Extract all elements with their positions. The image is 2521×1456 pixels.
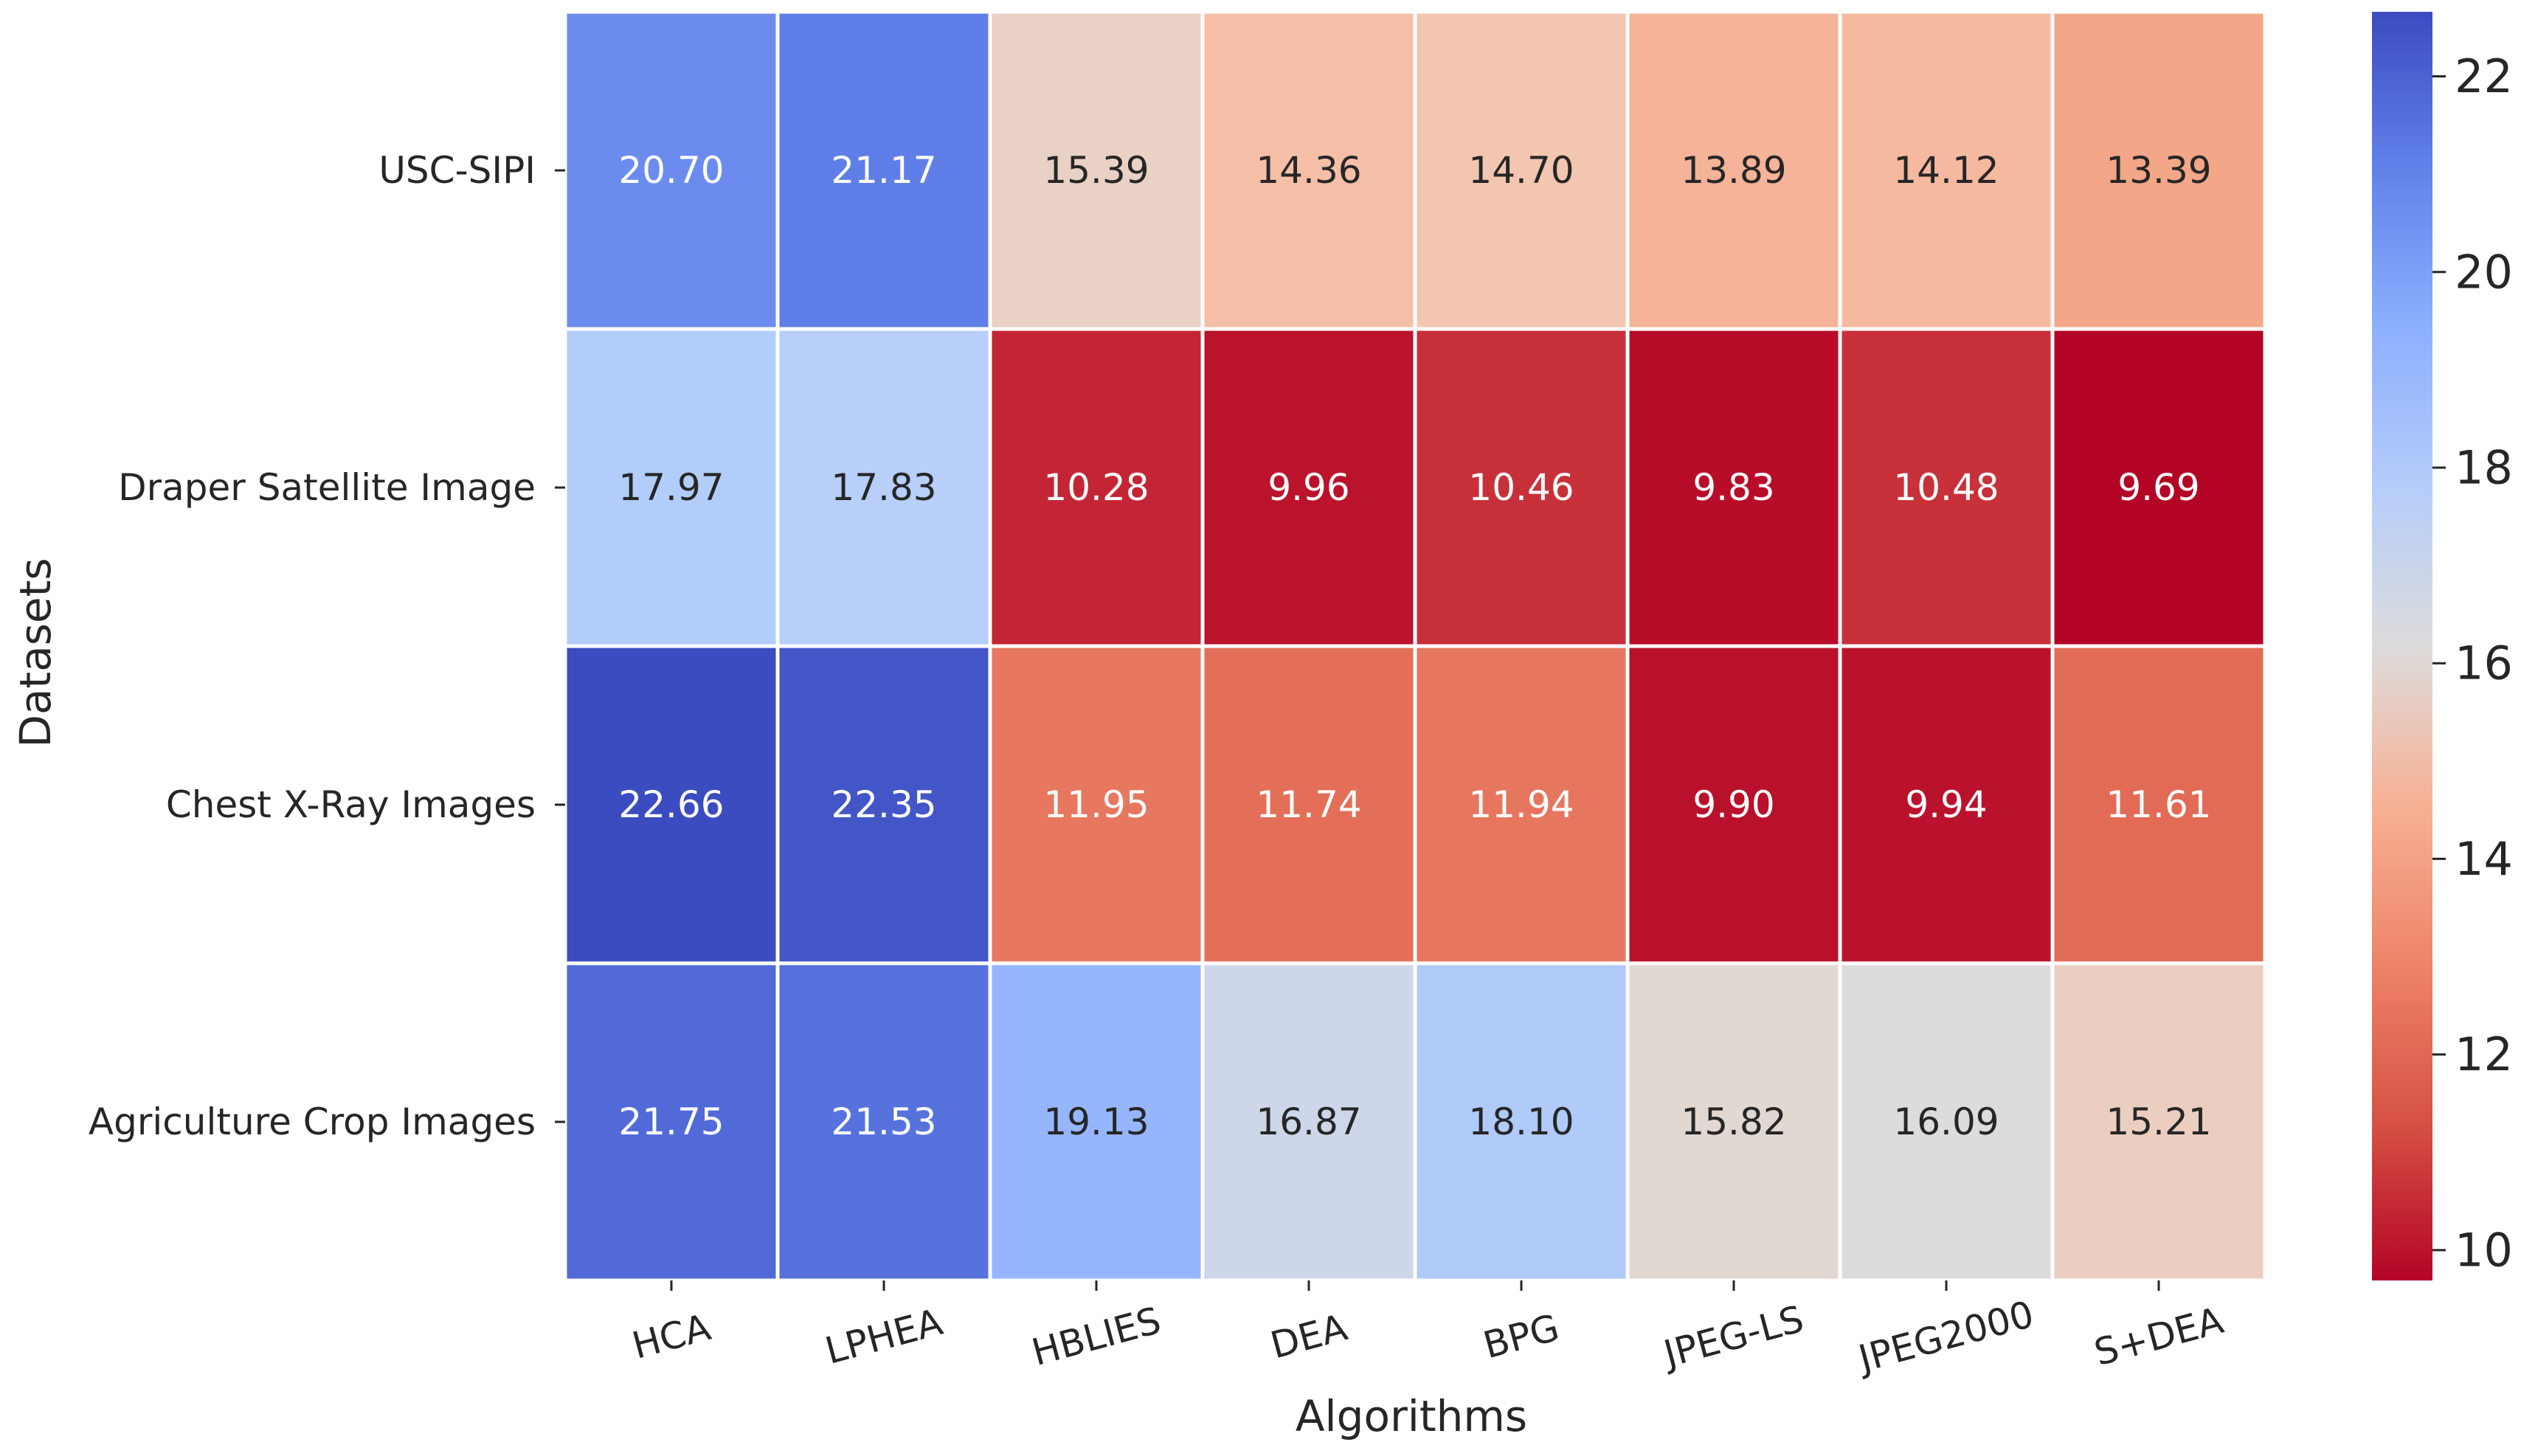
y-tick-label: Draper Satellite Image <box>118 466 536 509</box>
heatmap-cell-value: 17.97 <box>618 466 724 509</box>
heatmap-cell-value: 19.13 <box>1043 1100 1149 1143</box>
heatmap-cells <box>563 10 2267 1283</box>
x-tick-label: DEA <box>1266 1306 1352 1367</box>
heatmap-cell <box>775 10 992 331</box>
x-tick-label: S+DEA <box>2090 1299 2228 1374</box>
heatmap-cell-value: 10.46 <box>1468 466 1574 509</box>
heatmap-cell <box>1200 10 1417 331</box>
colorbar-tick-label: 20 <box>2455 245 2513 299</box>
x-tick-label: JPEG-LS <box>1657 1297 1808 1376</box>
heatmap-cell-value: 14.70 <box>1468 149 1574 192</box>
heatmap-cell <box>775 644 992 966</box>
heatmap-cell-value: 22.35 <box>831 783 936 826</box>
heatmap-cell-value: 13.39 <box>2106 149 2211 192</box>
heatmap-cell-value: 10.48 <box>1893 466 1999 509</box>
y-tick-label: Agriculture Crop Images <box>89 1100 536 1143</box>
heatmap-cell-value: 11.61 <box>2106 783 2211 826</box>
heatmap-cell <box>1838 644 2055 966</box>
heatmap-cell-value: 15.82 <box>1681 1100 1786 1143</box>
heatmap-cell <box>563 10 780 331</box>
heatmap-cell-value: 13.89 <box>1681 149 1786 192</box>
colorbar-tick-label: 16 <box>2455 637 2513 690</box>
heatmap-cell-value: 9.94 <box>1905 783 1987 826</box>
heatmap-cell <box>988 644 1205 966</box>
heatmap-cell-value: 9.69 <box>2117 466 2199 509</box>
heatmap-cell <box>1200 327 1417 648</box>
heatmap-cell-value: 22.66 <box>618 783 724 826</box>
heatmap-cell-value: 21.53 <box>831 1100 936 1143</box>
heatmap-cell-value: 16.87 <box>1256 1100 1361 1143</box>
heatmap-cell-value: 15.21 <box>2106 1100 2211 1143</box>
heatmap-cell <box>2050 644 2267 966</box>
heatmap-cell-value: 21.17 <box>831 149 936 192</box>
y-axis: USC-SIPI Draper Satellite Image Chest X-Ra… <box>89 149 565 1143</box>
y-tick-label: Chest X-Ray Images <box>166 783 536 826</box>
heatmap-cell <box>1625 327 1842 648</box>
x-tick-label: HBLIES <box>1028 1299 1166 1374</box>
colorbar-ticks: 10 12 14 16 18 20 22 <box>2432 49 2513 1277</box>
heatmap-cell <box>1625 10 1842 331</box>
heatmap-cell <box>988 961 1205 1283</box>
heatmap-cell-value: 21.75 <box>618 1100 724 1143</box>
heatmap-cell-value: 14.12 <box>1893 149 1999 192</box>
heatmap-cell-value: 20.70 <box>618 149 724 192</box>
heatmap-cell <box>1200 644 1417 966</box>
y-axis-title: Datasets <box>10 558 60 747</box>
heatmap-cell-value: 9.90 <box>1692 783 1774 826</box>
heatmap-cell <box>775 327 992 648</box>
heatmap-cell <box>1413 644 1630 966</box>
heatmap-cell <box>1625 644 1842 966</box>
heatmap-cell <box>2050 327 2267 648</box>
heatmap-cell <box>1413 961 1630 1283</box>
x-axis-title: Algorithms <box>1296 1391 1527 1441</box>
x-tick-label: LPHEA <box>821 1300 947 1373</box>
heatmap-cell <box>988 10 1205 331</box>
colorbar-gradient <box>2372 12 2432 1280</box>
colorbar-tick-label: 12 <box>2455 1027 2513 1081</box>
heatmap-cell-value: 9.83 <box>1692 466 1774 509</box>
heatmap-cell <box>2050 10 2267 331</box>
colorbar-tick-label: 14 <box>2455 832 2513 886</box>
heatmap-cell-value: 15.39 <box>1043 149 1149 192</box>
colorbar: 10 12 14 16 18 20 22 <box>2372 12 2513 1280</box>
heatmap-cell <box>1838 961 2055 1283</box>
y-tick-label: USC-SIPI <box>378 149 536 192</box>
colorbar-tick-label: 10 <box>2455 1223 2513 1277</box>
heatmap-cell-value: 11.95 <box>1043 783 1149 826</box>
heatmap-cell-labels: 20.70 21.17 15.39 14.36 14.70 13.89 14.12 13.39… <box>618 149 2211 1143</box>
heatmap-cell-value: 17.83 <box>831 466 936 509</box>
colorbar-tick-label: 18 <box>2455 440 2513 494</box>
heatmap-cell-value: 14.36 <box>1256 149 1361 192</box>
heatmap-cell <box>1200 961 1417 1283</box>
colorbar-tick-label: 22 <box>2455 49 2513 103</box>
x-tick-label: JPEG2000 <box>1852 1293 2038 1382</box>
heatmap-cell-value: 18.10 <box>1468 1100 1574 1143</box>
heatmap-cell-value: 16.09 <box>1893 1100 1999 1143</box>
heatmap-cell-value: 11.74 <box>1256 783 1361 826</box>
heatmap-cell <box>563 961 780 1283</box>
heatmap-cell-value: 10.28 <box>1043 466 1149 509</box>
x-axis: HCA LPHEA HBLIES DEA BPG JPEG-LS JPEG2000 S+DEA <box>628 1280 2227 1381</box>
x-tick-label: HCA <box>628 1306 715 1367</box>
x-tick-label: BPG <box>1479 1306 1564 1367</box>
heatmap-cell-value: 9.96 <box>1268 466 1349 509</box>
heatmap-cell-value: 11.94 <box>1468 783 1574 826</box>
